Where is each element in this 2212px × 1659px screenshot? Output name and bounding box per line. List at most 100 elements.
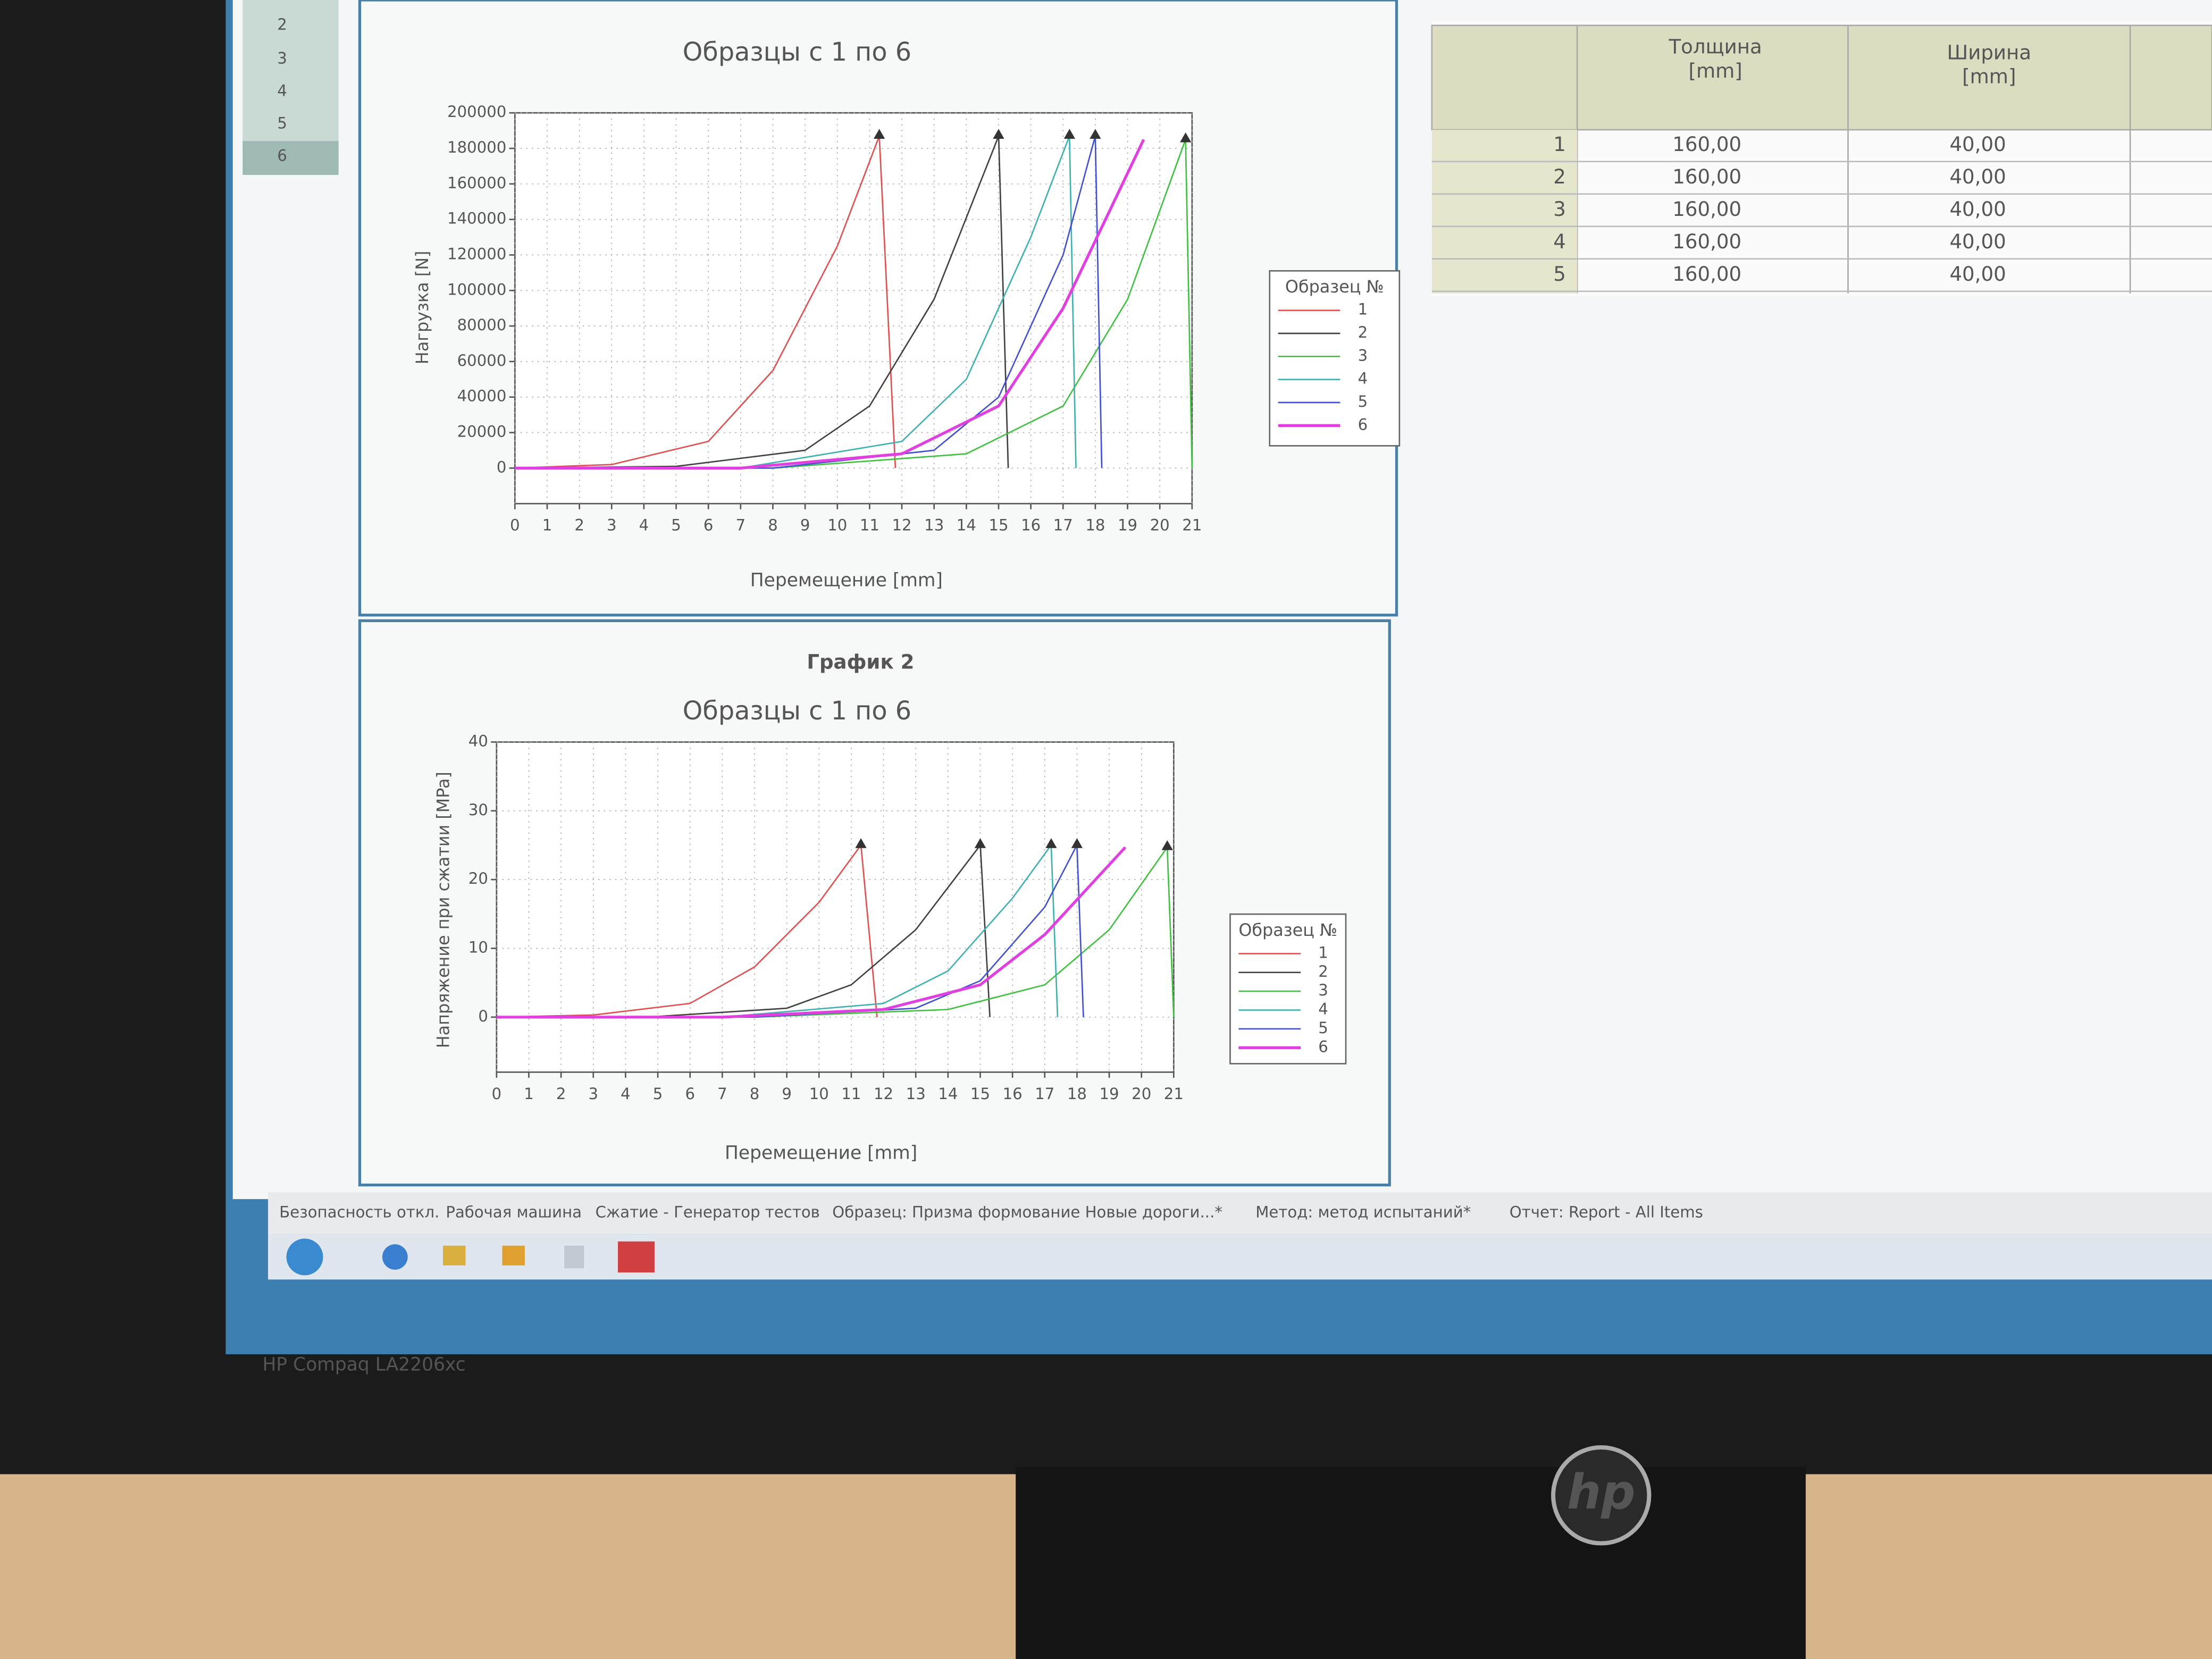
selected-row — [242, 141, 339, 175]
legend-label: 1 — [1318, 943, 1328, 961]
x-tick-label: 16 — [1003, 1085, 1023, 1103]
row-number: 4 — [277, 81, 287, 99]
x-tick-label: 2 — [574, 516, 584, 534]
x-tick-label: 1 — [542, 516, 552, 534]
x-tick-label: 19 — [1100, 1085, 1119, 1103]
cell: 40,00 — [1949, 263, 2006, 286]
x-tick-label: 10 — [809, 1085, 829, 1103]
status-items: Безопасность откл. Рабочая машина Сжатие -… — [279, 1203, 1703, 1221]
x-tick-label: 10 — [827, 516, 847, 534]
x-tick-label: 7 — [736, 516, 746, 534]
x-tick-label: 3 — [589, 1085, 599, 1103]
taskbar-icon[interactable] — [564, 1245, 584, 1269]
status-bar — [268, 1192, 2212, 1235]
x-tick-label: 15 — [970, 1085, 990, 1103]
x-tick-label: 2 — [556, 1085, 566, 1103]
monitor-model: HP Compaq LA2206xc — [262, 1354, 465, 1376]
x-tick-label: 17 — [1035, 1085, 1054, 1103]
legend-label: 1 — [1358, 300, 1368, 319]
x-tick-label: 3 — [607, 516, 617, 534]
peak-marker — [874, 129, 885, 139]
x-tick-label: 13 — [924, 516, 944, 534]
x-tick-label: 11 — [841, 1085, 861, 1103]
chart-title: Образцы с 1 по 6 — [683, 697, 911, 726]
cell: 40,00 — [1949, 165, 2006, 188]
x-tick-label: 15 — [988, 516, 1008, 534]
y-tick-label: 40000 — [457, 387, 507, 405]
peak-marker — [1161, 840, 1173, 850]
x-tick-label: 17 — [1053, 516, 1073, 534]
x-tick-label: 5 — [671, 516, 681, 534]
taskbar-icon[interactable] — [443, 1245, 466, 1266]
row-index-column — [1431, 130, 1578, 294]
row-index: 1 — [1553, 133, 1566, 156]
x-tick-label: 4 — [639, 516, 649, 534]
plot-area — [496, 741, 1175, 1073]
x-tick-label: 9 — [800, 516, 810, 534]
legend-label: 3 — [1358, 346, 1368, 364]
y-tick-label: 140000 — [447, 210, 506, 228]
legend — [1229, 913, 1347, 1065]
taskbar-icon[interactable] — [382, 1244, 408, 1270]
x-tick-label: 1 — [524, 1085, 534, 1103]
chart-title: Образцы с 1 по 6 — [683, 38, 911, 67]
row-index: 2 — [1553, 165, 1566, 188]
cell: 40,00 — [1949, 133, 2006, 156]
y-tick-label: 120000 — [447, 245, 506, 263]
status-item: Рабочая машина — [446, 1203, 582, 1221]
x-tick-label: 7 — [717, 1085, 727, 1103]
x-tick-label: 16 — [1021, 516, 1041, 534]
legend-label: 5 — [1318, 1019, 1328, 1037]
legend-label: 5 — [1358, 392, 1368, 410]
peak-marker — [1090, 129, 1101, 139]
column-header: Толщина — [1668, 36, 1762, 58]
taskbar-icon[interactable] — [502, 1245, 525, 1266]
status-item: Сжатие - Генератор тестов — [596, 1203, 820, 1221]
row-number: 6 — [277, 146, 287, 164]
legend-title: Образец № — [1238, 920, 1337, 940]
y-tick-label: 20000 — [457, 423, 507, 441]
x-tick-label: 12 — [892, 516, 912, 534]
y-tick-label: 180000 — [447, 138, 506, 156]
column-header: Ширина — [1947, 41, 2032, 64]
y-axis-label: Нагрузка [N] — [412, 251, 432, 365]
legend-label: 4 — [1318, 1000, 1328, 1018]
column-unit: [mm] — [1688, 60, 1742, 82]
y-tick-label: 60000 — [457, 351, 507, 370]
row-number: 2 — [277, 15, 287, 33]
peak-marker — [993, 129, 1004, 139]
logo: hp — [1567, 1464, 1636, 1520]
x-tick-label: 19 — [1118, 516, 1137, 534]
x-tick-label: 14 — [938, 1085, 958, 1103]
y-tick-label: 100000 — [447, 280, 506, 298]
series-line — [496, 846, 1127, 1019]
x-tick-label: 8 — [768, 516, 778, 534]
row-number: 3 — [277, 49, 287, 67]
legend-title: Образец № — [1285, 276, 1384, 297]
column-unit: [mm] — [1962, 65, 2016, 88]
legend-label: 4 — [1358, 370, 1368, 388]
x-tick-label: 6 — [703, 516, 714, 534]
status-item: Отчет: Report - All Items — [1510, 1203, 1703, 1221]
x-tick-label: 0 — [510, 516, 520, 534]
taskbar-icon[interactable] — [618, 1241, 655, 1273]
start-button[interactable] — [286, 1238, 323, 1276]
x-tick-label: 4 — [621, 1085, 631, 1103]
x-axis-label: Перемещение [mm] — [725, 1143, 917, 1164]
row-index: 4 — [1553, 230, 1566, 253]
legend-label: 6 — [1358, 415, 1368, 433]
row-number: 5 — [277, 114, 287, 132]
legend-label: 6 — [1318, 1037, 1328, 1055]
plot-area — [514, 112, 1193, 505]
peak-marker — [1071, 838, 1083, 848]
status-item: Образец: Призма формование Новые дороги.… — [832, 1203, 1222, 1221]
x-tick-label: 20 — [1132, 1085, 1151, 1103]
x-tick-label: 5 — [653, 1085, 663, 1103]
x-tick-label: 18 — [1085, 516, 1105, 534]
x-tick-label: 12 — [874, 1085, 893, 1103]
y-axis-label: Напряжение при сжатии [MPa] — [433, 772, 454, 1048]
y-tick-label: 30 — [468, 801, 488, 819]
legend-label: 2 — [1358, 323, 1368, 341]
